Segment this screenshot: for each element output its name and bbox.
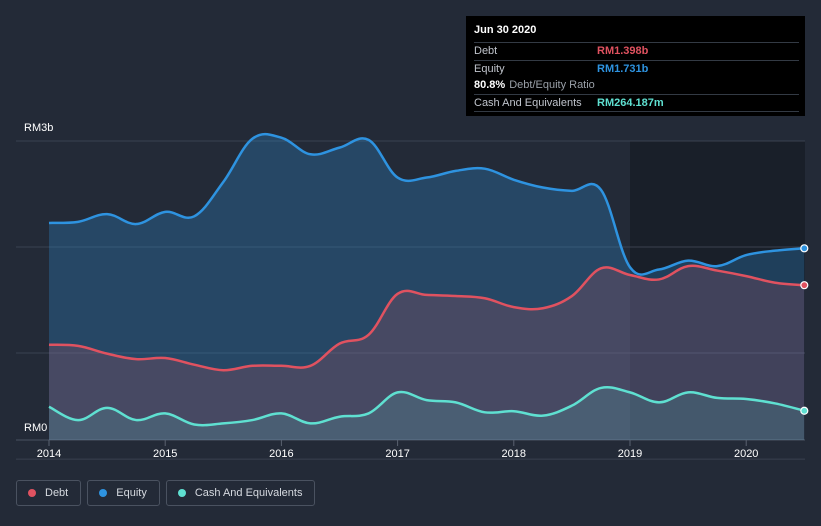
area-cash bbox=[49, 387, 805, 440]
legend-dot-equity bbox=[99, 489, 108, 497]
tooltip-cash-label: Cash And Equivalents bbox=[474, 96, 582, 109]
legend-dot-cash bbox=[177, 489, 186, 497]
legend-item-equity[interactable]: Equity bbox=[87, 480, 160, 506]
tooltip-ratio-value: 80.8% bbox=[474, 79, 506, 91]
tooltip-date: Jun 30 2020 bbox=[474, 24, 537, 36]
area-equity bbox=[49, 134, 805, 440]
x-tick-label: 2014 bbox=[37, 448, 61, 460]
series-line-equity bbox=[48, 132, 805, 276]
legend-item-debt[interactable]: Debt bbox=[16, 480, 82, 506]
legend-dot-debt bbox=[28, 489, 36, 497]
series-areas bbox=[49, 134, 805, 440]
tooltip-equity-value: RM1.731b bbox=[597, 63, 649, 75]
legend-label-equity: Equity bbox=[116, 487, 147, 499]
series-line-debt bbox=[48, 264, 805, 372]
x-tick-label: 2020 bbox=[734, 448, 758, 460]
end-marker-debt bbox=[800, 281, 809, 290]
data-tooltip: Jun 30 2020 Debt RM1.398b Equity RM1.731… bbox=[466, 16, 805, 116]
end-marker-cash bbox=[800, 406, 809, 415]
x-tick-label: 2019 bbox=[618, 448, 642, 460]
chart-legend: Debt Equity Cash And Equivalents bbox=[16, 480, 316, 506]
tooltip-debt-value: RM1.398b bbox=[597, 45, 649, 58]
series-lines bbox=[48, 132, 805, 427]
y-axis-top-label: RM3b bbox=[24, 122, 54, 134]
end-marker-equity bbox=[800, 244, 809, 253]
area-debt bbox=[49, 265, 805, 440]
legend-label-cash: Cash And Equivalents bbox=[194, 487, 303, 499]
x-axis: 2014 2015 2016 2017 2018 2019 2020 bbox=[37, 440, 758, 460]
tooltip-equity-label: Equity bbox=[474, 63, 505, 75]
y-axis-bottom-label: RM0 bbox=[24, 422, 48, 434]
forecast-shade bbox=[630, 141, 805, 440]
x-tick-label: 2016 bbox=[269, 448, 293, 460]
end-markers bbox=[800, 244, 809, 415]
tooltip-cash-value: RM264.187m bbox=[597, 96, 664, 109]
tooltip-row-debt: Debt RM1.398b bbox=[474, 42, 799, 60]
x-tick-label: 2015 bbox=[153, 448, 177, 460]
tooltip-ratio-label: Debt/Equity Ratio bbox=[509, 79, 595, 91]
series-line-cash bbox=[48, 386, 805, 427]
tooltip-debt-label: Debt bbox=[474, 45, 498, 58]
x-tick-label: 2017 bbox=[385, 448, 409, 460]
tooltip-row-cash: Cash And Equivalents RM264.187m bbox=[474, 93, 799, 112]
tooltip-row-equity: Equity RM1.731b 80.8% Debt/Equity Ratio bbox=[474, 59, 799, 94]
legend-label-debt: Debt bbox=[45, 487, 69, 499]
grid-lines bbox=[16, 140, 805, 460]
x-tick-label: 2018 bbox=[502, 448, 526, 460]
legend-item-cash[interactable]: Cash And Equivalents bbox=[165, 480, 316, 506]
